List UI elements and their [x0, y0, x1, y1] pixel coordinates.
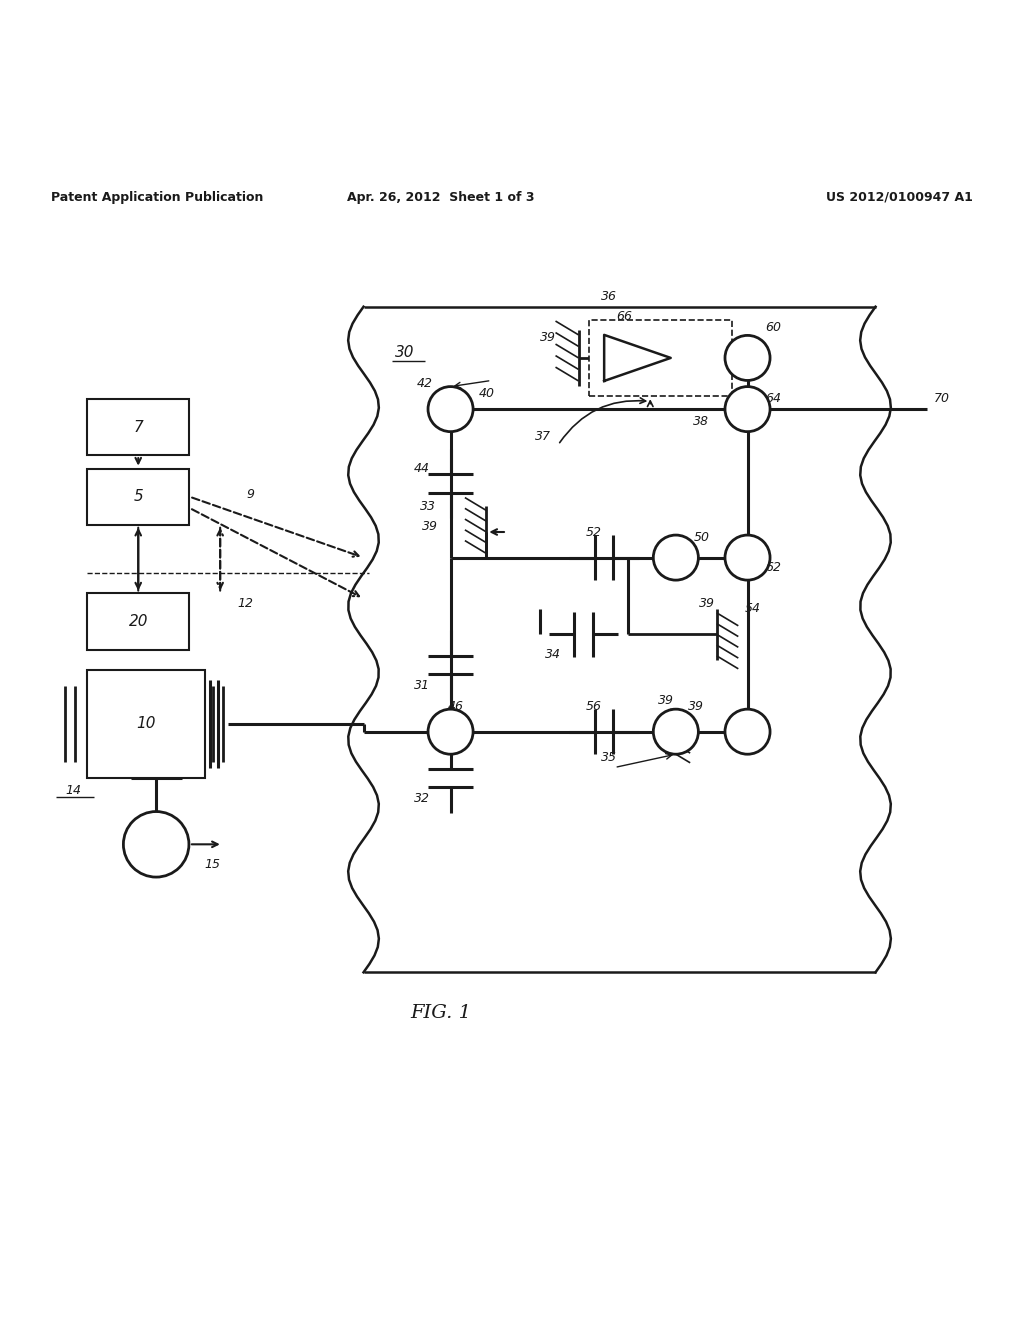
Text: 52: 52	[586, 525, 602, 539]
Circle shape	[428, 387, 473, 432]
Text: 70: 70	[934, 392, 950, 405]
Circle shape	[124, 812, 189, 876]
Text: 38: 38	[693, 416, 710, 429]
Text: 44: 44	[414, 462, 430, 474]
Text: 12: 12	[238, 597, 254, 610]
Text: 35: 35	[601, 751, 617, 764]
Bar	[87, 671, 205, 777]
Text: 60: 60	[765, 321, 781, 334]
Text: 10: 10	[136, 717, 156, 731]
Text: 15: 15	[205, 858, 220, 871]
Text: 20: 20	[128, 614, 148, 630]
Text: 64: 64	[765, 392, 781, 405]
Text: 5: 5	[133, 490, 143, 504]
Text: 9: 9	[247, 487, 255, 500]
Circle shape	[653, 535, 698, 579]
Text: 39: 39	[657, 694, 674, 708]
Bar	[87, 469, 189, 525]
Text: 31: 31	[414, 678, 430, 692]
Bar	[589, 319, 732, 396]
Text: Apr. 26, 2012  Sheet 1 of 3: Apr. 26, 2012 Sheet 1 of 3	[346, 190, 535, 203]
Text: 36: 36	[601, 290, 617, 304]
Text: 32: 32	[414, 792, 430, 805]
Text: 14: 14	[66, 784, 82, 796]
Text: 39: 39	[422, 520, 438, 533]
Text: 40: 40	[478, 387, 495, 400]
Text: 46: 46	[447, 700, 464, 713]
Text: 39: 39	[540, 331, 556, 345]
Circle shape	[725, 387, 770, 432]
Text: 66: 66	[616, 310, 633, 323]
Text: 33: 33	[420, 500, 436, 513]
Text: 34: 34	[545, 648, 561, 661]
Circle shape	[725, 709, 770, 754]
Bar	[87, 399, 189, 455]
Text: 54: 54	[744, 602, 761, 615]
Circle shape	[428, 709, 473, 754]
Text: Patent Application Publication: Patent Application Publication	[51, 190, 263, 203]
Text: 39: 39	[688, 700, 705, 713]
Text: 42: 42	[417, 378, 433, 389]
Text: FIG. 1: FIG. 1	[410, 1005, 471, 1022]
Bar	[87, 594, 189, 649]
Text: 50: 50	[693, 531, 710, 544]
Text: 37: 37	[535, 430, 551, 444]
Circle shape	[725, 335, 770, 380]
Text: 56: 56	[586, 700, 602, 713]
Text: 7: 7	[133, 420, 143, 434]
Circle shape	[653, 709, 698, 754]
Text: US 2012/0100947 A1: US 2012/0100947 A1	[826, 190, 973, 203]
Circle shape	[725, 535, 770, 579]
Text: 39: 39	[698, 597, 715, 610]
Text: 30: 30	[394, 346, 415, 360]
Text: 62: 62	[765, 561, 781, 574]
